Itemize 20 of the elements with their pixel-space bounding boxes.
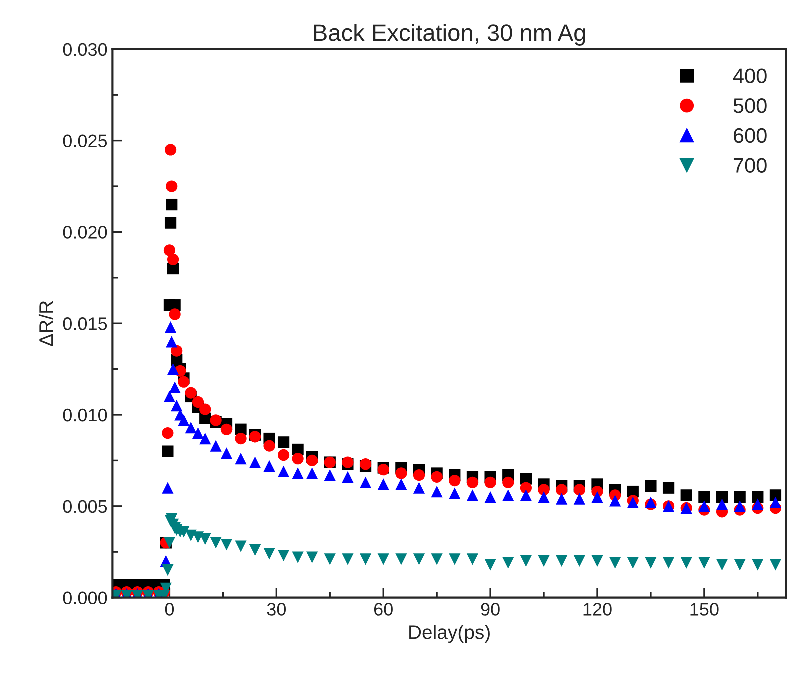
y-tick-label: 0.015: [63, 318, 108, 330]
x-axis-title: Delay(ps): [410, 625, 490, 644]
legend-label: 600: [734, 128, 767, 144]
y-tick-label: 0.020: [63, 226, 108, 239]
x-tick-label: 90: [481, 603, 500, 616]
x-tick-label: 150: [690, 603, 719, 616]
y-axis-title: ΔR/R: [38, 301, 54, 346]
x-tick-label: 30: [267, 603, 286, 616]
x-tick-label: 120: [584, 603, 612, 616]
legend-label: 700: [734, 158, 767, 173]
legend-label: 500: [734, 98, 767, 114]
y-tick-label: 0.000: [63, 592, 108, 605]
y-tick-label: 0.025: [63, 134, 108, 148]
x-tick-label: 0: [165, 603, 174, 616]
x-tick-label: 60: [374, 603, 393, 616]
y-tick-label: 0.030: [63, 43, 108, 56]
y-tick-label: 0.010: [63, 408, 108, 422]
chart-title: Back Excitation, 30 nm Ag: [314, 24, 586, 46]
y-tick-label: 0.005: [63, 500, 108, 514]
legend-label: 400: [733, 68, 767, 84]
